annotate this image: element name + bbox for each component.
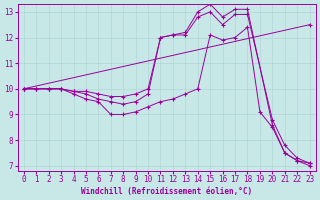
X-axis label: Windchill (Refroidissement éolien,°C): Windchill (Refroidissement éolien,°C): [81, 187, 252, 196]
